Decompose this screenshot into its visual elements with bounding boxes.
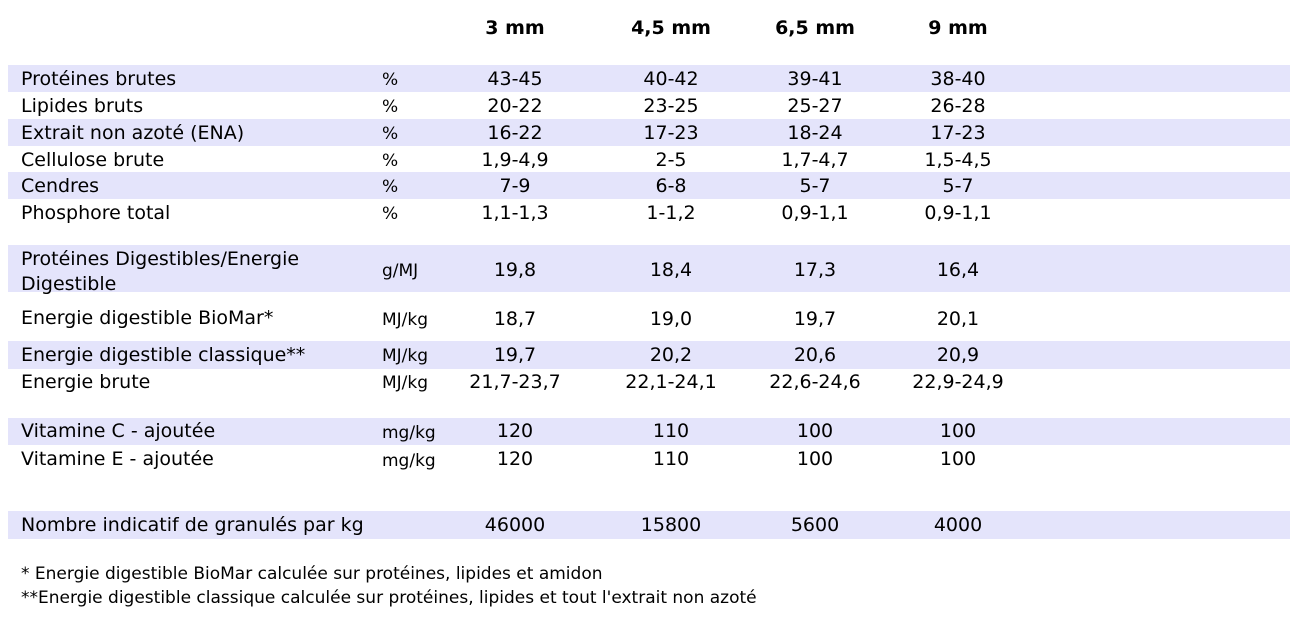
cell-value: 17-23 bbox=[930, 122, 986, 144]
row-unit: % bbox=[382, 177, 399, 197]
cell-value: 39-41 bbox=[787, 68, 843, 90]
row-unit: MJ/kg bbox=[382, 373, 429, 393]
cell-value: 19,0 bbox=[649, 308, 693, 330]
cell-value: 1,5-4,5 bbox=[924, 149, 992, 171]
cell-value: 110 bbox=[652, 448, 690, 470]
row-unit: mg/kg bbox=[382, 451, 436, 471]
row-label: Cendres bbox=[21, 175, 100, 197]
row-unit: % bbox=[382, 124, 399, 144]
cell-value: 100 bbox=[939, 420, 977, 442]
row-unit: % bbox=[382, 204, 399, 224]
cell-value: 120 bbox=[496, 448, 534, 470]
cell-value: 40-42 bbox=[643, 68, 699, 90]
cell-value: 20,9 bbox=[936, 344, 980, 366]
cell-value: 18,7 bbox=[493, 308, 537, 330]
row-label: Phosphore total bbox=[21, 202, 171, 224]
cell-value: 4000 bbox=[933, 514, 983, 536]
band-extrait bbox=[8, 119, 1290, 146]
cell-value: 22,9-24,9 bbox=[912, 371, 1004, 393]
footnote-biomar: * Energie digestible BioMar calculée sur… bbox=[21, 564, 603, 584]
row-unit: MJ/kg bbox=[382, 346, 429, 366]
cell-value: 100 bbox=[796, 448, 834, 470]
cell-value: 20,1 bbox=[936, 308, 980, 330]
band-prot-digestibles bbox=[8, 245, 1290, 292]
cell-value: 20,6 bbox=[793, 344, 837, 366]
cell-value: 7-9 bbox=[499, 175, 531, 197]
cell-value: 5600 bbox=[790, 514, 840, 536]
row-label: Protéines Digestibles/Energie Digestible bbox=[21, 248, 300, 295]
row-label: Lipides bruts bbox=[21, 95, 144, 117]
cell-value: 18,4 bbox=[649, 259, 693, 281]
cell-value: 22,6-24,6 bbox=[769, 371, 861, 393]
cell-value: 20,2 bbox=[649, 344, 693, 366]
row-label: Vitamine C - ajoutée bbox=[21, 420, 216, 442]
row-label: Nombre indicatif de granulés par kg bbox=[21, 514, 364, 536]
band-granules bbox=[8, 511, 1290, 539]
row-label: Energie brute bbox=[21, 371, 151, 393]
cell-value: 110 bbox=[652, 420, 690, 442]
cell-value: 0,9-1,1 bbox=[924, 202, 992, 224]
cell-value: 46000 bbox=[484, 514, 546, 536]
cell-value: 2-5 bbox=[655, 149, 687, 171]
row-unit: MJ/kg bbox=[382, 310, 429, 330]
row-unit: mg/kg bbox=[382, 423, 436, 443]
row-unit: % bbox=[382, 151, 399, 171]
cell-value: 26-28 bbox=[930, 95, 986, 117]
row-label: Energie digestible classique** bbox=[21, 344, 306, 366]
row-unit: % bbox=[382, 70, 399, 90]
cell-value: 1,9-4,9 bbox=[481, 149, 549, 171]
row-label: Cellulose brute bbox=[21, 149, 165, 171]
row-label: Vitamine E - ajoutée bbox=[21, 448, 214, 470]
cell-value: 100 bbox=[939, 448, 977, 470]
cell-value: 1-1,2 bbox=[646, 202, 696, 224]
row-label: Energie digestible BioMar* bbox=[21, 307, 274, 329]
row-unit: g/MJ bbox=[382, 261, 419, 281]
cell-value: 19,7 bbox=[493, 344, 537, 366]
column-header-4-5mm: 4,5 mm bbox=[631, 17, 711, 39]
cell-value: 43-45 bbox=[487, 68, 543, 90]
cell-value: 16,4 bbox=[936, 259, 980, 281]
cell-value: 38-40 bbox=[930, 68, 986, 90]
cell-value: 16-22 bbox=[487, 122, 543, 144]
cell-value: 1,1-1,3 bbox=[481, 202, 549, 224]
band-ed-classique bbox=[8, 341, 1290, 369]
row-label: Protéines brutes bbox=[21, 68, 177, 90]
cell-value: 6-8 bbox=[655, 175, 687, 197]
cell-value: 21,7-23,7 bbox=[469, 371, 561, 393]
column-header-9mm: 9 mm bbox=[928, 17, 988, 39]
cell-value: 25-27 bbox=[787, 95, 843, 117]
cell-value: 23-25 bbox=[643, 95, 699, 117]
cell-value: 22,1-24,1 bbox=[625, 371, 717, 393]
band-vitamine-c bbox=[8, 418, 1290, 445]
band-proteines bbox=[8, 65, 1290, 92]
footnote-classique: **Energie digestible classique calculée … bbox=[21, 588, 757, 608]
column-header-3mm: 3 mm bbox=[485, 17, 545, 39]
cell-value: 1,7-4,7 bbox=[781, 149, 849, 171]
band-cendres bbox=[8, 172, 1290, 199]
column-header-6-5mm: 6,5 mm bbox=[775, 17, 855, 39]
cell-value: 15800 bbox=[640, 514, 702, 536]
cell-value: 100 bbox=[796, 420, 834, 442]
row-unit: % bbox=[382, 97, 399, 117]
cell-value: 18-24 bbox=[787, 122, 843, 144]
cell-value: 20-22 bbox=[487, 95, 543, 117]
cell-value: 19,8 bbox=[493, 259, 537, 281]
cell-value: 0,9-1,1 bbox=[781, 202, 849, 224]
row-label: Extrait non azoté (ENA) bbox=[21, 122, 245, 144]
cell-value: 5-7 bbox=[799, 175, 831, 197]
cell-value: 120 bbox=[496, 420, 534, 442]
cell-value: 17,3 bbox=[793, 259, 837, 281]
cell-value: 17-23 bbox=[643, 122, 699, 144]
cell-value: 5-7 bbox=[942, 175, 974, 197]
cell-value: 19,7 bbox=[793, 308, 837, 330]
